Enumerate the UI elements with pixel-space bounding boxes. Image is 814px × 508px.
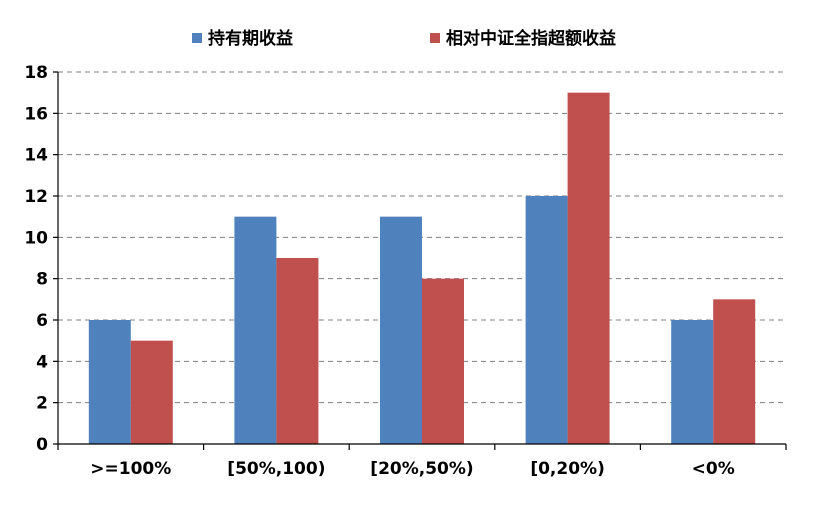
- y-tick-label: 12: [24, 187, 48, 207]
- axes: [57, 72, 786, 445]
- bar-excess-return: [422, 278, 464, 444]
- legend-label: 持有期收益: [208, 28, 293, 49]
- bar-holding-return: [234, 216, 277, 444]
- x-category-label: <0%: [692, 459, 735, 479]
- x-category-label: [50%,100): [227, 459, 325, 479]
- y-tick-label: 0: [36, 435, 48, 455]
- bar-holding-return: [671, 320, 714, 444]
- x-category-label: [0,20%): [530, 459, 605, 479]
- bar-excess-return: [567, 92, 610, 445]
- legend-swatch: [192, 33, 202, 43]
- x-axis-categories: >=100% [50%,100) [20%,50%) [0,20%) <0%: [57, 444, 787, 479]
- bar-holding-return: [525, 196, 568, 444]
- y-tick-label: 2: [36, 394, 48, 414]
- y-tick-label: 18: [24, 63, 48, 83]
- y-tick-label: 8: [36, 270, 48, 290]
- y-tick-label: 10: [24, 228, 48, 248]
- y-tick-label: 14: [24, 146, 48, 166]
- x-category-label: [20%,50%): [370, 459, 473, 479]
- y-axis-ticks: 0 2 4 6 8 10 12 14 16 18: [24, 63, 58, 455]
- bar-excess-return: [130, 340, 173, 444]
- y-tick-label: 6: [36, 311, 48, 331]
- legend-swatch: [430, 33, 440, 43]
- y-tick-label: 16: [24, 104, 48, 124]
- bar-holding-return: [88, 320, 131, 444]
- bar-excess-return: [713, 299, 756, 444]
- bar-holding-return: [380, 216, 422, 444]
- legend-label: 相对中证全指超额收益: [446, 28, 616, 49]
- y-tick-label: 4: [36, 352, 48, 372]
- x-category-label: >=100%: [90, 459, 171, 479]
- bar-excess-return: [276, 258, 319, 444]
- bar-series: [88, 92, 756, 445]
- chart-legend: 持有期收益 相对中证全指超额收益: [192, 28, 616, 49]
